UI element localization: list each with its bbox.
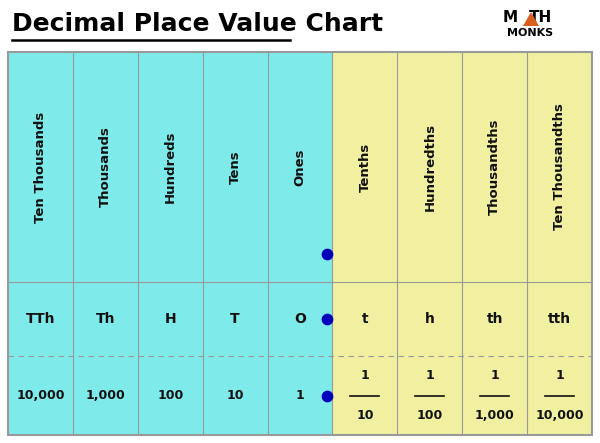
Text: 1,000: 1,000 <box>475 409 515 422</box>
Text: 1: 1 <box>555 369 564 382</box>
Text: Tenths: Tenths <box>358 142 371 191</box>
Text: TTh: TTh <box>26 312 55 326</box>
Text: 10,000: 10,000 <box>535 409 584 422</box>
Text: Tens: Tens <box>229 150 242 184</box>
Text: Hundredths: Hundredths <box>423 123 436 211</box>
Text: Ten Thousandths: Ten Thousandths <box>553 104 566 230</box>
Text: T: T <box>230 312 240 326</box>
Text: 10: 10 <box>226 389 244 402</box>
Bar <box>138 52 203 435</box>
Bar <box>268 52 332 435</box>
Point <box>323 251 332 258</box>
Text: 1,000: 1,000 <box>85 389 125 402</box>
Bar <box>8 52 592 435</box>
Bar <box>8 52 73 435</box>
Bar <box>203 52 268 435</box>
Point <box>323 392 332 399</box>
Bar <box>397 52 462 435</box>
Text: Ones: Ones <box>293 148 307 186</box>
Text: h: h <box>425 312 435 326</box>
Text: th: th <box>487 312 503 326</box>
Bar <box>527 52 592 435</box>
Text: 1: 1 <box>490 369 499 382</box>
Text: Decimal Place Value Chart: Decimal Place Value Chart <box>12 12 383 36</box>
Text: Ten Thousands: Ten Thousands <box>34 111 47 222</box>
Text: MONKS: MONKS <box>507 28 553 38</box>
Text: Th: Th <box>95 312 115 326</box>
Bar <box>462 52 527 435</box>
Text: Thousands: Thousands <box>99 126 112 207</box>
Text: 10: 10 <box>356 409 374 422</box>
Bar <box>73 52 138 435</box>
Point <box>323 315 332 323</box>
Text: 1: 1 <box>361 369 369 382</box>
Text: O: O <box>294 312 306 326</box>
Text: 100: 100 <box>416 409 443 422</box>
Text: 10,000: 10,000 <box>16 389 65 402</box>
Text: Hundreds: Hundreds <box>164 131 177 203</box>
Text: H: H <box>164 312 176 326</box>
Text: 100: 100 <box>157 389 184 402</box>
Text: 1: 1 <box>425 369 434 382</box>
Bar <box>332 52 397 435</box>
Text: t: t <box>362 312 368 326</box>
Text: tth: tth <box>548 312 571 326</box>
Polygon shape <box>523 12 539 26</box>
Text: Thousandths: Thousandths <box>488 119 501 215</box>
Text: 1: 1 <box>296 389 304 402</box>
Text: M: M <box>503 10 518 25</box>
Text: TH: TH <box>529 10 552 25</box>
